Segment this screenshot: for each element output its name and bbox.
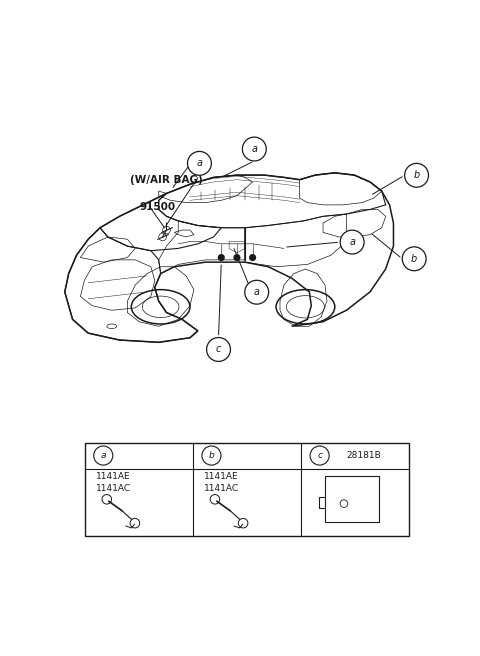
- Circle shape: [94, 446, 113, 465]
- Text: 91500: 91500: [140, 201, 176, 211]
- Circle shape: [340, 230, 364, 254]
- Bar: [325, 476, 379, 522]
- Text: (W/AIR BAG): (W/AIR BAG): [130, 175, 203, 185]
- Circle shape: [202, 446, 221, 465]
- Text: b: b: [413, 171, 420, 180]
- Text: a: a: [254, 287, 260, 297]
- Text: a: a: [349, 237, 355, 247]
- Text: 1141AE
1141AC: 1141AE 1141AC: [96, 472, 131, 493]
- Text: b: b: [411, 254, 417, 264]
- Text: c: c: [317, 451, 322, 460]
- Text: a: a: [196, 158, 203, 169]
- Text: a: a: [252, 144, 257, 154]
- Text: 28181B: 28181B: [347, 451, 382, 460]
- Bar: [85, 443, 409, 535]
- Circle shape: [188, 152, 211, 175]
- Circle shape: [402, 247, 426, 271]
- Circle shape: [310, 446, 329, 465]
- Circle shape: [242, 137, 266, 161]
- Text: 1141AE
1141AC: 1141AE 1141AC: [204, 472, 239, 493]
- Circle shape: [218, 255, 224, 260]
- Circle shape: [206, 338, 230, 361]
- Text: c: c: [216, 344, 221, 354]
- Circle shape: [234, 255, 240, 260]
- Circle shape: [405, 163, 429, 187]
- Circle shape: [250, 255, 255, 260]
- Text: a: a: [100, 451, 106, 460]
- Text: b: b: [209, 451, 215, 460]
- Circle shape: [245, 280, 269, 304]
